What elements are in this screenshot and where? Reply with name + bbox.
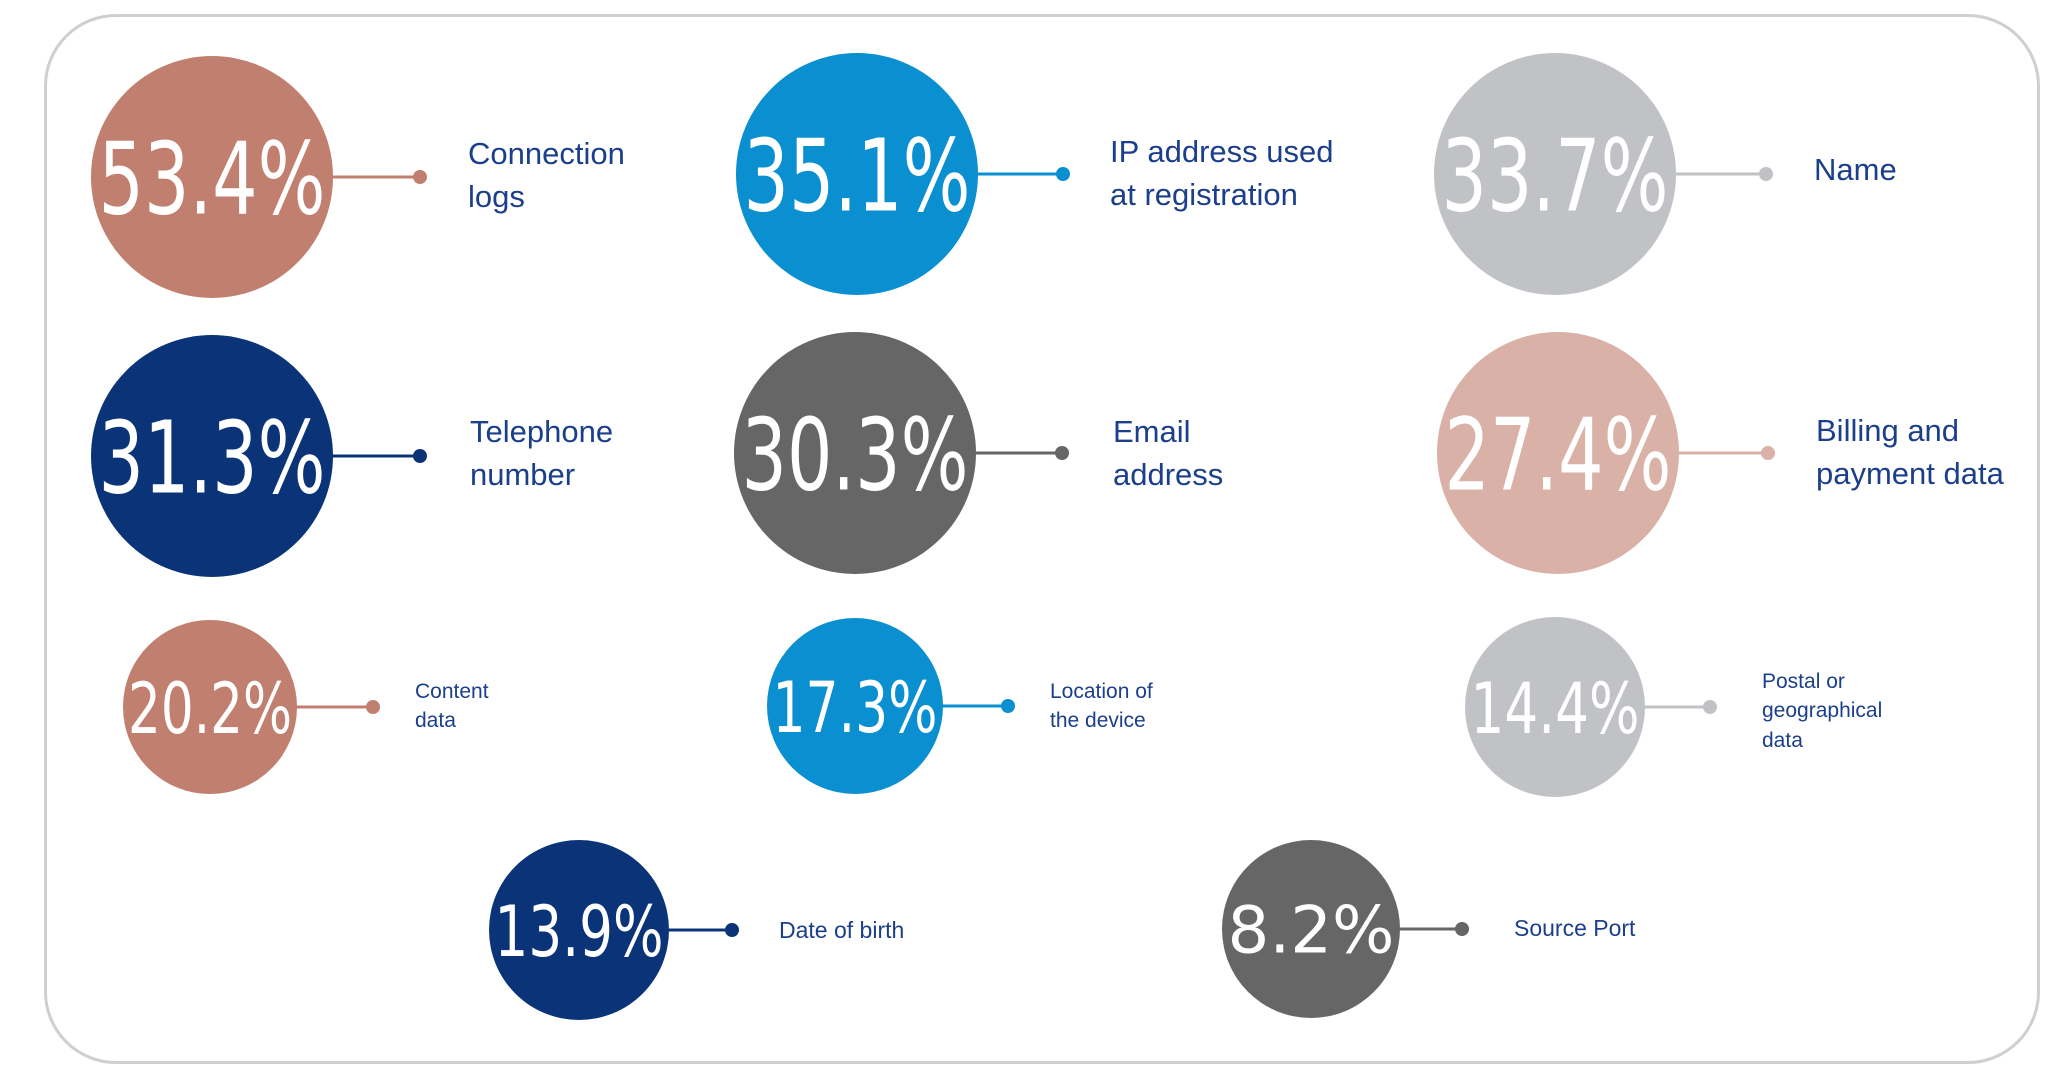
category-label-email-address: Email address	[1113, 414, 1224, 493]
percent-label: 33.7%	[1442, 118, 1669, 235]
chart-frame	[44, 14, 2040, 1064]
percent-label: 17.3%	[773, 667, 938, 749]
connector-dot	[725, 923, 739, 937]
percent-label: 14.4%	[1471, 668, 1640, 750]
value-bubble	[123, 620, 297, 794]
bubble-group-location-of-the-device: 17.3%	[767, 618, 1015, 794]
category-label-name: Name	[1814, 152, 1897, 187]
bubble-group-telephone-number: 31.3%	[91, 335, 427, 577]
connector-dot	[413, 170, 427, 184]
value-bubble	[91, 56, 333, 298]
category-label-telephone-number: Telephone number	[470, 414, 614, 493]
connector-dot	[1056, 167, 1070, 181]
value-bubble	[489, 840, 669, 1020]
value-bubble	[736, 53, 978, 295]
value-bubble	[1434, 53, 1676, 295]
value-bubble	[1222, 840, 1400, 1018]
value-bubble	[767, 618, 943, 794]
percent-label: 13.9%	[495, 891, 664, 973]
bubble-group-billing-and-payment-data: 27.4%	[1437, 332, 1775, 574]
category-label-content-data: Content data	[415, 680, 489, 733]
category-label-connection-logs: Connection logs	[468, 136, 625, 215]
bubble-group-source-port: 8.2%	[1222, 840, 1469, 1018]
connector-dot	[366, 700, 380, 714]
percent-label: 35.1%	[744, 118, 971, 235]
connector-dot	[1001, 699, 1015, 713]
connector-dot	[1761, 446, 1775, 460]
percent-label: 20.2%	[128, 668, 292, 750]
percent-label: 31.3%	[99, 400, 326, 517]
bubble-group-postal-or-geographical-data: 14.4%	[1465, 617, 1717, 797]
bubble-group-ip-address-used-at-registration: 35.1%	[736, 53, 1070, 295]
category-label-location-of-the-device: Location of the device	[1050, 680, 1153, 733]
value-bubble	[1437, 332, 1679, 574]
category-label-source-port: Source Port	[1514, 915, 1636, 941]
bubble-group-connection-logs: 53.4%	[91, 56, 427, 298]
connector-dot	[1703, 700, 1717, 714]
category-label-ip-address-used-at-registration: IP address used at registration	[1110, 134, 1334, 213]
category-label-date-of-birth: Date of birth	[779, 917, 905, 943]
percent-label: 30.3%	[742, 397, 969, 514]
category-label-postal-or-geographical-data: Postal or geographical data	[1762, 670, 1883, 752]
percent-label: 53.4%	[99, 121, 326, 238]
bubble-group-name: 33.7%	[1434, 53, 1773, 295]
value-bubble	[1465, 617, 1645, 797]
percent-label: 8.2%	[1228, 894, 1395, 969]
bubble-group-email-address: 30.3%	[734, 332, 1069, 574]
category-label-billing-and-payment-data: Billing and payment data	[1816, 413, 2004, 492]
connector-dot	[1759, 167, 1773, 181]
value-bubble	[734, 332, 976, 574]
connector-dot	[1455, 922, 1469, 936]
bubble-group-date-of-birth: 13.9%	[489, 840, 739, 1020]
connector-dot	[413, 449, 427, 463]
bubble-group-content-data: 20.2%	[123, 620, 380, 794]
value-bubble	[91, 335, 333, 577]
connector-dot	[1055, 446, 1069, 460]
percent-label: 27.4%	[1445, 397, 1672, 514]
